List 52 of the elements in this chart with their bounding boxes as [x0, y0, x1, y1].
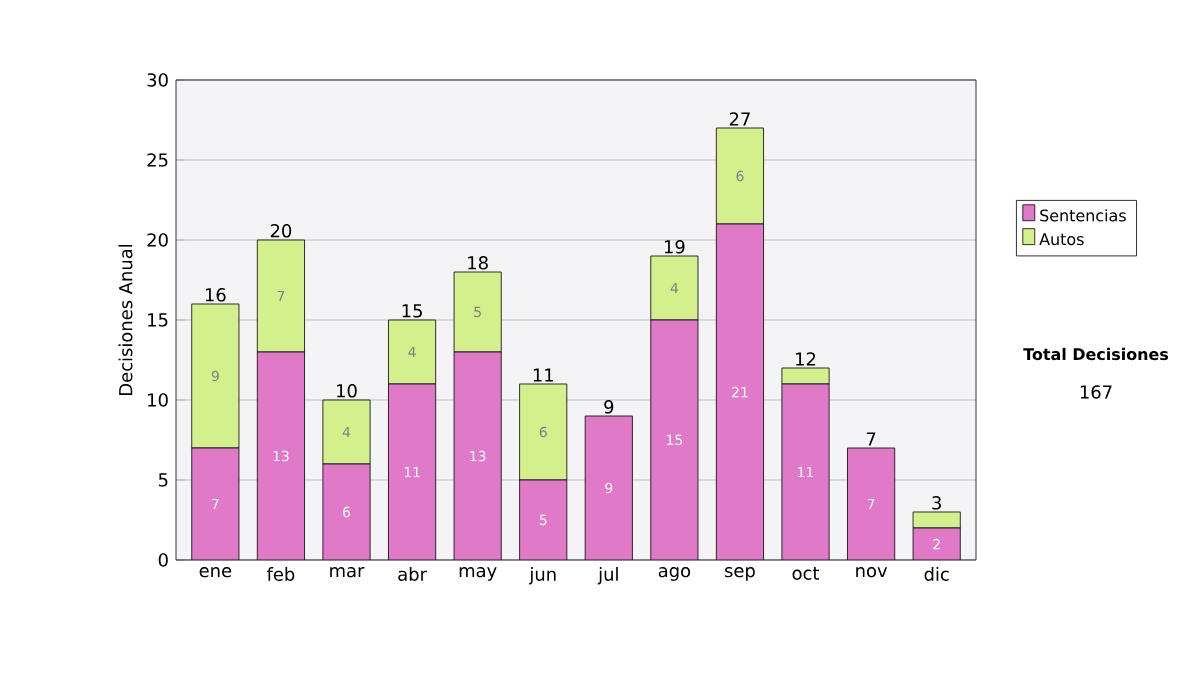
x-tick-label: jun — [529, 567, 556, 585]
bar — [912, 527, 961, 560]
total-label: 9 — [604, 400, 614, 414]
bar — [453, 271, 502, 353]
bar — [322, 399, 371, 465]
bar — [781, 384, 830, 560]
x-tick-label: ene — [199, 567, 232, 578]
y-tick-label: 10 — [148, 393, 168, 407]
x-tick-label: abr — [398, 567, 427, 581]
bar — [191, 448, 239, 560]
x-tick-label: ago — [658, 567, 691, 581]
bar — [257, 352, 305, 560]
total-label: 12 — [796, 352, 816, 366]
bar — [322, 464, 371, 560]
x-tick-label: oct — [792, 567, 820, 580]
bar — [519, 383, 568, 481]
bar — [519, 480, 567, 560]
bar — [388, 319, 437, 385]
bar — [650, 320, 698, 560]
y-axis-title: Decisiones Anual — [118, 244, 133, 395]
total-label: 3 — [932, 496, 941, 510]
bar — [454, 352, 502, 560]
text: 167 — [1080, 385, 1112, 399]
total-label: 20 — [270, 224, 292, 238]
bar — [847, 448, 895, 560]
total-label: 18 — [468, 256, 488, 270]
bar — [585, 416, 633, 560]
x-tick-label: sep — [725, 567, 755, 581]
bar — [781, 367, 830, 385]
total-label: 16 — [205, 288, 226, 302]
y-tick-label: 5 — [158, 473, 168, 487]
y-tick-label: 30 — [147, 73, 168, 87]
total-label: 27 — [729, 112, 750, 126]
bar — [388, 384, 436, 560]
total-label: 10 — [337, 384, 357, 398]
x-tick-label: feb — [266, 567, 295, 581]
y-tick-label: 15 — [148, 313, 168, 327]
y-tick-label: 0 — [158, 553, 168, 567]
total-label: 7 — [866, 432, 876, 446]
total-label: 11 — [533, 368, 553, 382]
x-tick-label: nov — [856, 567, 888, 578]
x-tick-label: jul — [597, 567, 618, 585]
total-label: 19 — [664, 240, 685, 254]
y-tick-label: 25 — [147, 153, 168, 167]
bar — [716, 224, 764, 560]
bar — [650, 255, 699, 321]
bar — [256, 239, 305, 353]
x-tick-label: dic — [924, 567, 949, 581]
total-label: 15 — [402, 304, 422, 318]
x-tick-label: mar — [330, 567, 365, 578]
y-tick-label: 20 — [147, 233, 168, 247]
x-tick-label: may — [459, 567, 497, 581]
